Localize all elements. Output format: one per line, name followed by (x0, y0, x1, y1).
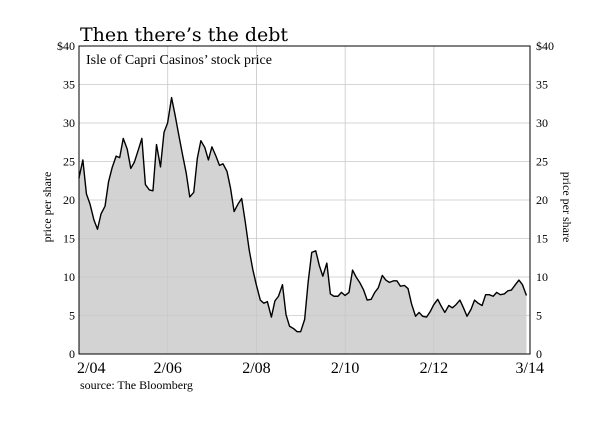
x-tick-label: 2/06 (153, 360, 181, 377)
area-layer (78, 97, 527, 354)
plot-frame (78, 45, 531, 355)
y-tick-label-left: 5 (69, 309, 75, 323)
y-tick-label-left: 10 (63, 270, 75, 284)
line-layer (78, 96, 528, 333)
y-axis-label-right: price per share (560, 172, 574, 243)
y-tick-label-right: 35 (536, 78, 548, 92)
y-tick-label-left: 25 (63, 155, 75, 169)
price-line (78, 96, 528, 333)
x-tick-label: 2/08 (242, 360, 270, 377)
y-tick-label-left: 0 (69, 347, 75, 361)
chart-subtitle: Isle of Capri Casinos’ stock price (86, 53, 272, 68)
y-tick-label-right: 10 (536, 270, 548, 284)
grid-layer (79, 46, 530, 354)
y-tick-label-left: 30 (63, 116, 75, 130)
y-tick-label-right: 5 (536, 309, 542, 323)
source-note: source: The Bloomberg (80, 378, 193, 392)
y-tick-label-left: 15 (63, 232, 75, 246)
x-ticks: 2/04 2/06 2/08 2/10 2/12 3/14 (77, 360, 544, 377)
y-axis-label-left: price per share (40, 172, 54, 243)
y-tick-label-left: $40 (57, 39, 75, 53)
y-tick-label-right: 20 (536, 193, 548, 207)
y-tick-label-right: 0 (536, 347, 542, 361)
y-ticks-right: $40 35 30 25 20 15 10 5 0 (536, 39, 554, 361)
x-tick-label: 3/14 (516, 360, 544, 377)
x-tick-label: 2/04 (77, 360, 105, 377)
y-tick-label-right: 25 (536, 155, 548, 169)
y-tick-label-left: 20 (63, 193, 75, 207)
y-tick-label-right: $40 (536, 39, 554, 53)
price-area-fill (78, 97, 527, 354)
y-ticks-left: $40 35 30 25 20 15 10 5 0 (57, 39, 75, 361)
x-tick-label: 2/12 (420, 360, 448, 377)
x-tick-label: 2/10 (331, 360, 359, 377)
y-tick-label-right: 15 (536, 232, 548, 246)
y-tick-label-right: 30 (536, 116, 548, 130)
chart-title: Then there’s the debt (80, 24, 289, 46)
y-tick-label-left: 35 (63, 78, 75, 92)
